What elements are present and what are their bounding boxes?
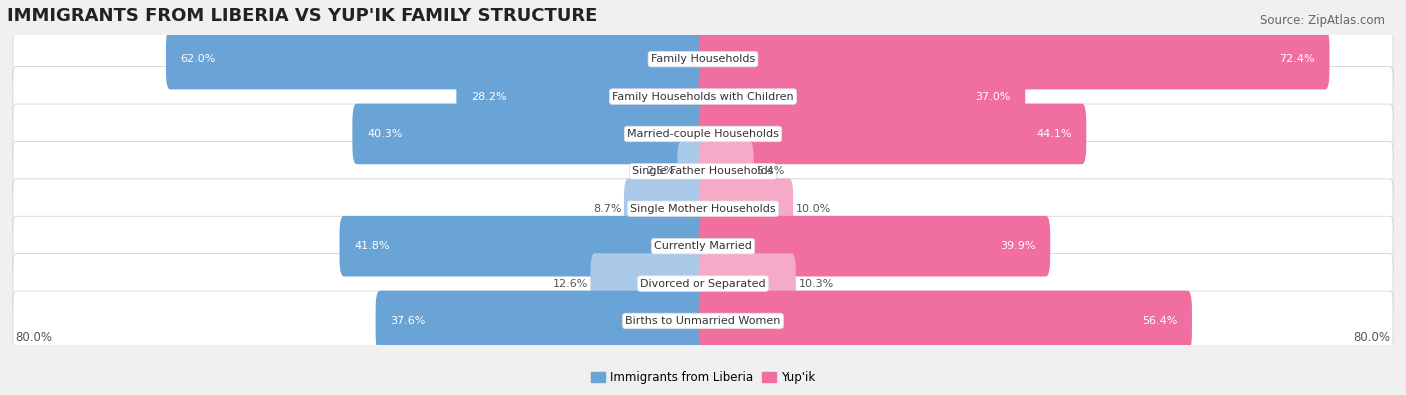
FancyBboxPatch shape [699,103,1087,164]
Text: Single Mother Households: Single Mother Households [630,204,776,214]
Text: 44.1%: 44.1% [1036,129,1071,139]
FancyBboxPatch shape [699,216,1050,276]
Text: 37.6%: 37.6% [391,316,426,326]
Text: 28.2%: 28.2% [471,92,506,102]
FancyBboxPatch shape [375,291,707,351]
Text: Divorced or Separated: Divorced or Separated [640,278,766,289]
FancyBboxPatch shape [457,66,707,127]
Text: Currently Married: Currently Married [654,241,752,251]
Text: Family Households: Family Households [651,54,755,64]
Text: Married-couple Households: Married-couple Households [627,129,779,139]
Legend: Immigrants from Liberia, Yup'ik: Immigrants from Liberia, Yup'ik [586,367,820,389]
Text: 10.0%: 10.0% [796,204,831,214]
FancyBboxPatch shape [13,141,1393,201]
Text: 5.4%: 5.4% [756,166,785,176]
FancyBboxPatch shape [591,253,707,314]
FancyBboxPatch shape [13,216,1393,276]
Text: 2.5%: 2.5% [647,166,675,176]
Text: 10.3%: 10.3% [799,278,834,289]
Text: 40.3%: 40.3% [367,129,402,139]
Text: 80.0%: 80.0% [1354,331,1391,344]
FancyBboxPatch shape [339,216,707,276]
FancyBboxPatch shape [699,141,754,202]
FancyBboxPatch shape [353,103,707,164]
FancyBboxPatch shape [13,291,1393,351]
FancyBboxPatch shape [699,291,1192,351]
FancyBboxPatch shape [13,179,1393,239]
Text: 12.6%: 12.6% [553,278,588,289]
FancyBboxPatch shape [699,29,1330,89]
FancyBboxPatch shape [166,29,707,89]
Text: 8.7%: 8.7% [593,204,621,214]
Text: 62.0%: 62.0% [180,54,217,64]
Text: Family Households with Children: Family Households with Children [612,92,794,102]
Text: 41.8%: 41.8% [354,241,389,251]
FancyBboxPatch shape [699,179,793,239]
Text: IMMIGRANTS FROM LIBERIA VS YUP'IK FAMILY STRUCTURE: IMMIGRANTS FROM LIBERIA VS YUP'IK FAMILY… [7,7,598,25]
Text: 56.4%: 56.4% [1142,316,1177,326]
FancyBboxPatch shape [699,253,796,314]
Text: Single Father Households: Single Father Households [633,166,773,176]
Text: 37.0%: 37.0% [976,92,1011,102]
Text: Source: ZipAtlas.com: Source: ZipAtlas.com [1260,14,1385,27]
Text: 72.4%: 72.4% [1279,54,1315,64]
FancyBboxPatch shape [13,104,1393,164]
FancyBboxPatch shape [13,29,1393,89]
FancyBboxPatch shape [13,67,1393,126]
Text: 39.9%: 39.9% [1000,241,1036,251]
FancyBboxPatch shape [13,254,1393,314]
FancyBboxPatch shape [699,66,1025,127]
Text: 80.0%: 80.0% [15,331,52,344]
FancyBboxPatch shape [624,179,707,239]
FancyBboxPatch shape [678,141,707,202]
Text: Births to Unmarried Women: Births to Unmarried Women [626,316,780,326]
